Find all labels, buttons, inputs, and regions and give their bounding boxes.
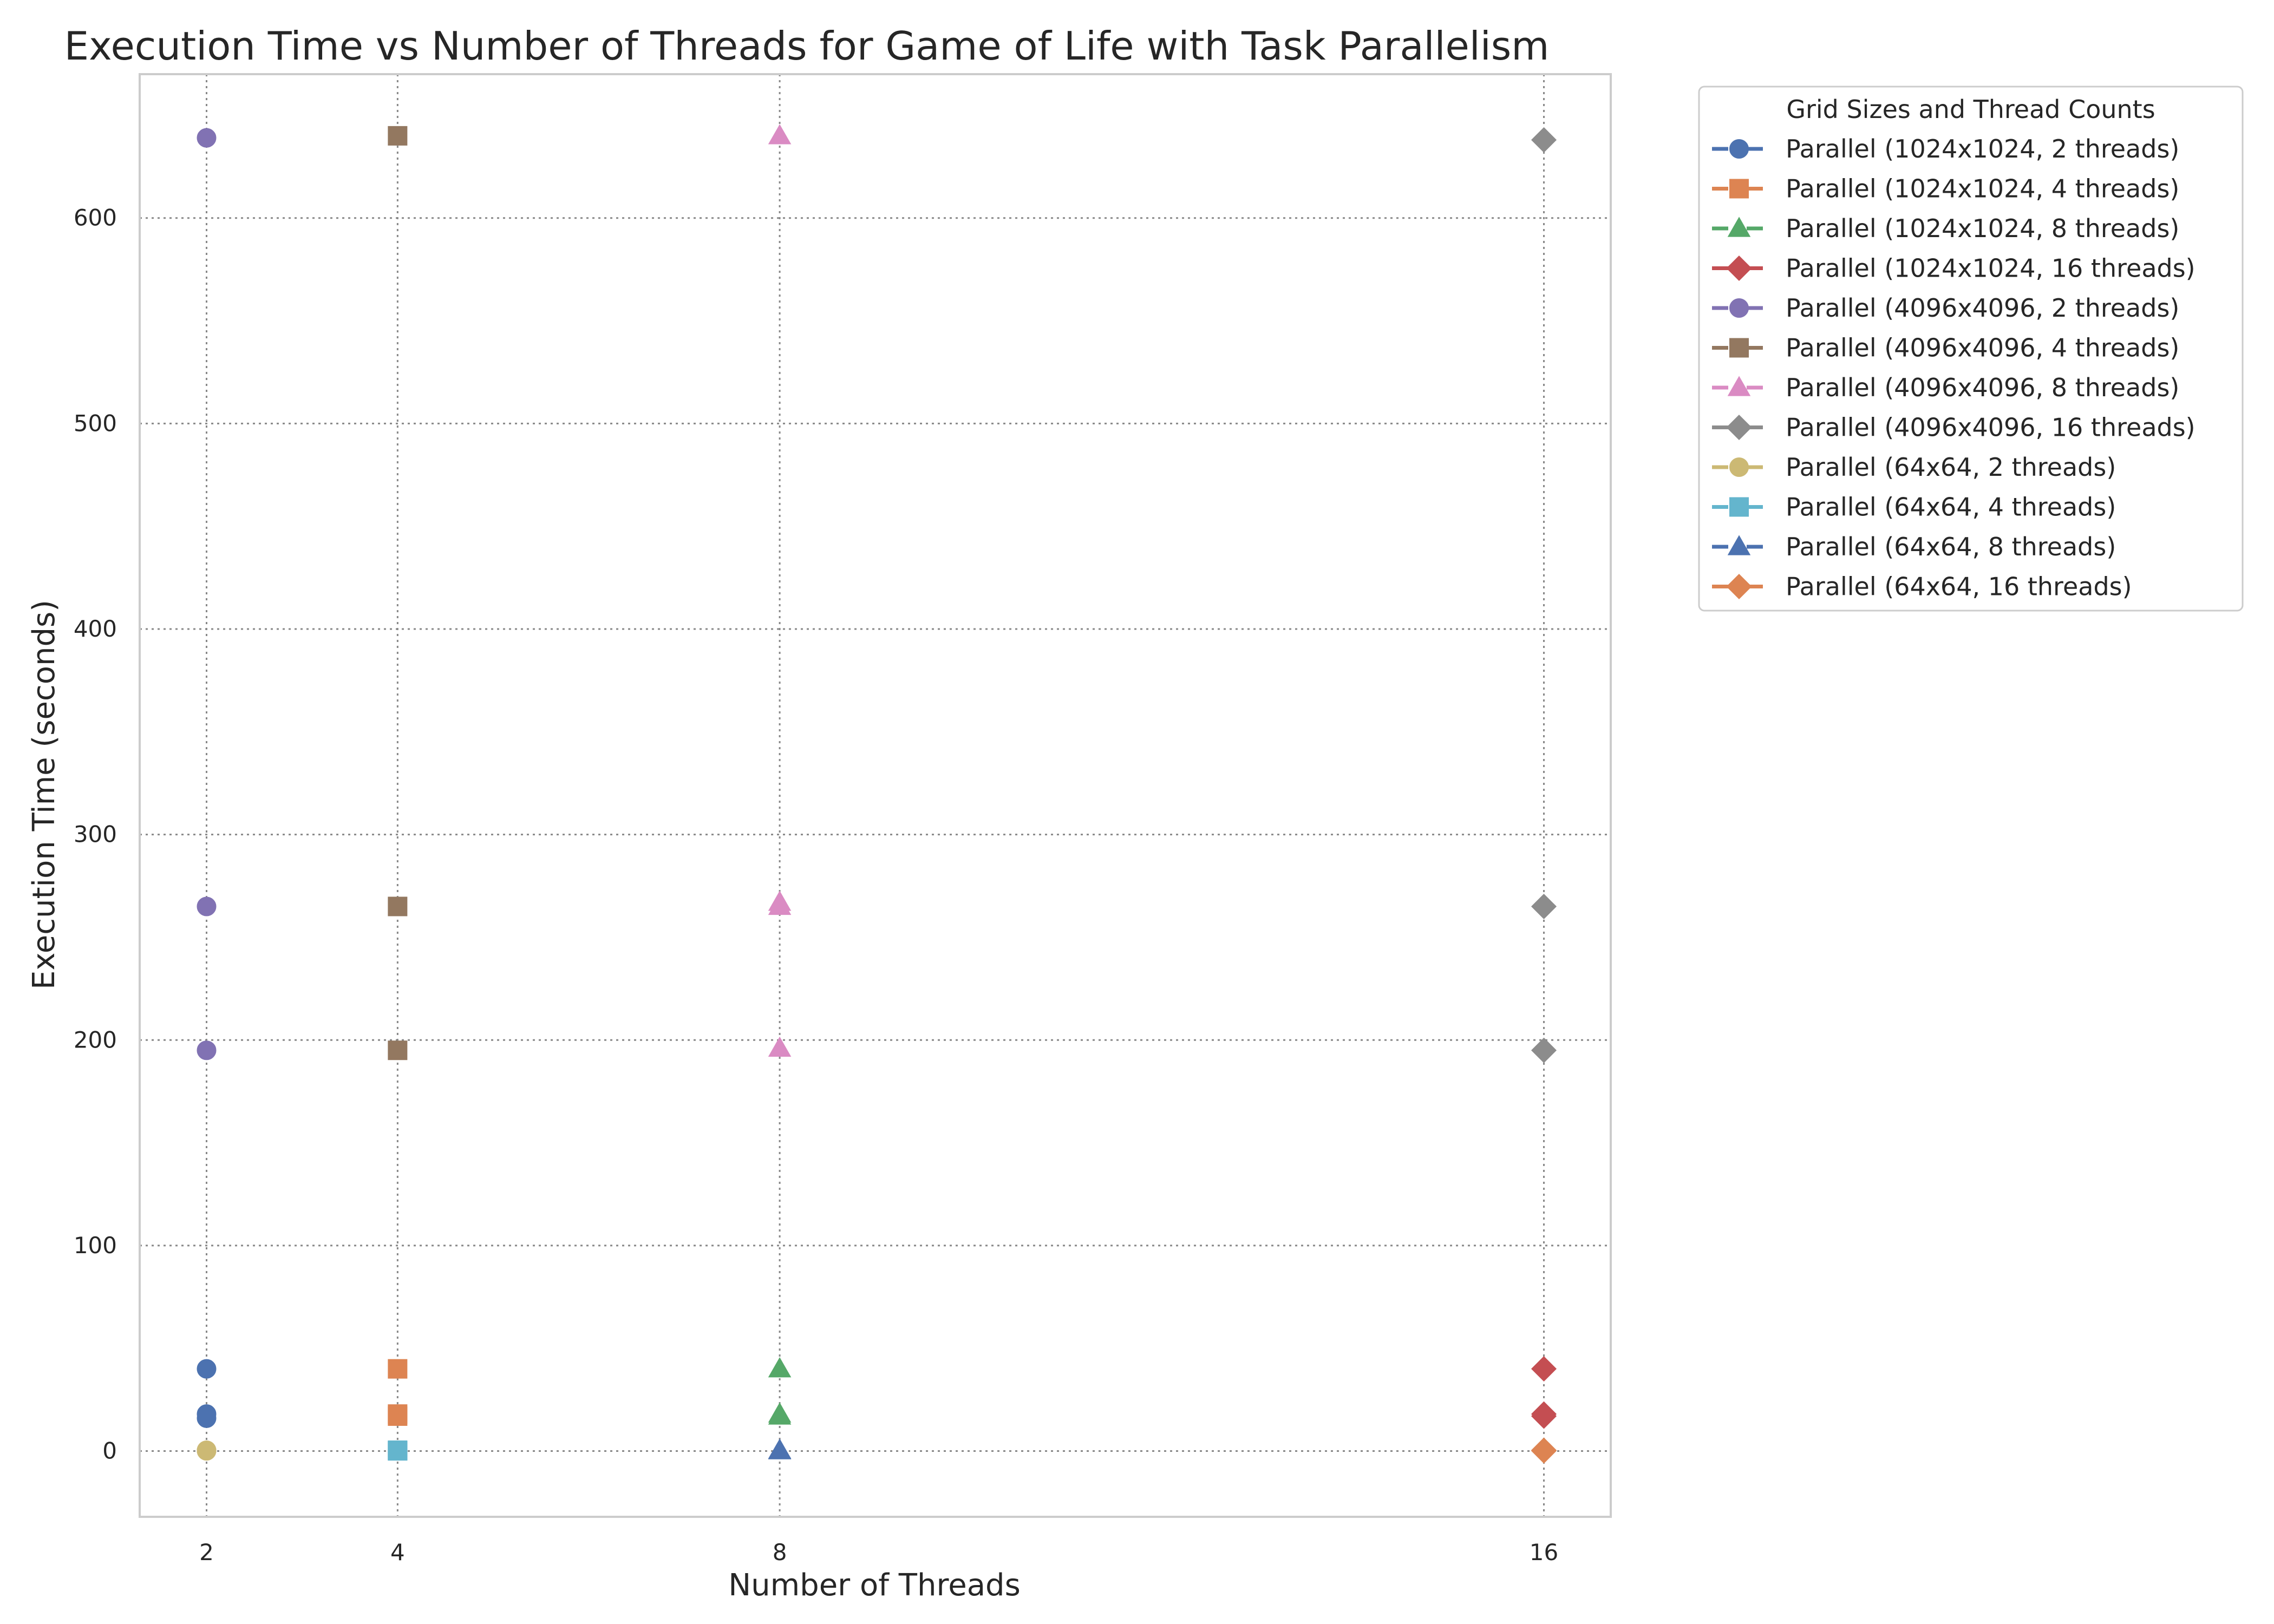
legend-title: Grid Sizes and Thread Counts [1786, 95, 2155, 124]
data-point [388, 1441, 408, 1461]
y-tick-label: 600 [74, 205, 117, 231]
data-point [388, 896, 408, 916]
legend-entry: Parallel (64x64, 4 threads) [1712, 493, 2116, 522]
legend-marker [1727, 376, 1751, 396]
data-point [388, 1359, 408, 1379]
legend-marker [1726, 255, 1752, 281]
legend-entry: Parallel (64x64, 8 threads) [1712, 532, 2116, 561]
series-1 [197, 1359, 217, 1428]
data-point [1531, 1403, 1557, 1429]
legend-marker [1729, 139, 1749, 159]
legend-marker [1727, 535, 1751, 555]
legend-entry: Parallel (64x64, 2 threads) [1712, 453, 2116, 482]
data-point [768, 1439, 792, 1459]
legend-label: Parallel (4096x4096, 16 threads) [1786, 413, 2195, 442]
legend-label: Parallel (4096x4096, 4 threads) [1786, 333, 2179, 363]
legend-entry: Parallel (1024x1024, 2 threads) [1712, 134, 2179, 163]
legend-label: Parallel (1024x1024, 16 threads) [1786, 254, 2195, 283]
data-point [388, 1406, 408, 1426]
legend-label: Parallel (1024x1024, 8 threads) [1786, 214, 2179, 243]
data-point [1531, 1438, 1557, 1464]
y-axis-label: Execution Time (seconds) [27, 600, 62, 990]
legend-entries: Parallel (1024x1024, 2 threads) Parallel … [1712, 134, 2195, 601]
tick-layer: 2 4 8 16 0 100 200 300 400 500 600 [74, 205, 1558, 1566]
data-point [1531, 893, 1557, 920]
data-point [1531, 1356, 1557, 1382]
data-point [1531, 1037, 1557, 1063]
x-tick-label: 16 [1530, 1539, 1558, 1566]
series-7 [768, 124, 792, 1057]
series-6 [388, 126, 408, 1060]
legend-label: Parallel (1024x1024, 4 threads) [1786, 174, 2179, 204]
x-tick-label: 2 [199, 1539, 214, 1566]
data-point [197, 1441, 217, 1461]
legend-entry: Parallel (1024x1024, 8 threads) [1712, 214, 2179, 243]
marker-layer [197, 124, 1557, 1464]
x-tick-label: 8 [773, 1539, 787, 1566]
legend-marker [1729, 497, 1749, 517]
series-8 [1531, 127, 1557, 1063]
legend-label: Parallel (64x64, 4 threads) [1786, 493, 2116, 522]
series-12 [1531, 1437, 1557, 1464]
legend-marker [1729, 179, 1749, 199]
data-point [768, 1404, 792, 1425]
legend-label: Parallel (64x64, 8 threads) [1786, 532, 2116, 561]
legend-entry: Parallel (64x64, 16 threads) [1712, 572, 2132, 601]
x-tick-label: 4 [390, 1539, 405, 1566]
legend-label: Parallel (4096x4096, 2 threads) [1786, 293, 2179, 323]
legend-entry: Parallel (4096x4096, 8 threads) [1712, 373, 2179, 402]
legend-marker [1727, 217, 1751, 237]
legend-label: Parallel (64x64, 16 threads) [1786, 572, 2132, 601]
data-point [768, 1357, 792, 1378]
plot-frame [139, 73, 1612, 1518]
y-tick-label: 400 [74, 615, 117, 642]
chart-title: Execution Time vs Number of Threads for … [64, 23, 1550, 69]
data-point [388, 126, 408, 146]
series-5 [197, 128, 217, 1060]
data-point [768, 1036, 792, 1057]
legend-marker [1726, 414, 1752, 441]
legend-entry: Parallel (4096x4096, 2 threads) [1712, 293, 2179, 323]
legend-marker [1729, 457, 1749, 477]
data-point [197, 896, 217, 916]
legend-marker [1729, 338, 1749, 358]
series-4 [1531, 1356, 1557, 1429]
legend-label: Parallel (1024x1024, 2 threads) [1786, 134, 2179, 163]
data-point [197, 128, 217, 148]
series-2 [388, 1359, 408, 1426]
y-tick-label: 0 [102, 1438, 117, 1464]
grid-layer [140, 74, 1611, 1517]
legend-entry: Parallel (1024x1024, 16 threads) [1712, 254, 2195, 283]
y-tick-label: 300 [74, 821, 117, 848]
legend-entry: Parallel (4096x4096, 16 threads) [1712, 413, 2195, 442]
legend-marker [1726, 573, 1752, 600]
data-point [197, 1040, 217, 1060]
legend-label: Parallel (4096x4096, 8 threads) [1786, 373, 2179, 402]
data-point [1531, 127, 1557, 153]
y-tick-label: 500 [74, 410, 117, 436]
y-tick-label: 100 [74, 1232, 117, 1259]
series-11 [768, 1438, 792, 1459]
data-point [197, 1408, 217, 1428]
data-point [197, 1359, 217, 1379]
legend-marker [1729, 298, 1749, 318]
series-10 [388, 1440, 408, 1461]
legend-entry: Parallel (4096x4096, 4 threads) [1712, 333, 2179, 363]
legend: Grid Sizes and Thread Counts Parallel (1… [1698, 86, 2244, 612]
y-tick-label: 200 [74, 1026, 117, 1053]
series-3 [768, 1357, 792, 1425]
series-9 [197, 1440, 217, 1461]
data-point [388, 1040, 408, 1060]
x-axis-label: Number of Threads [728, 1568, 1021, 1603]
data-point [768, 894, 792, 915]
legend-entry: Parallel (1024x1024, 4 threads) [1712, 174, 2179, 204]
legend-label: Parallel (64x64, 2 threads) [1786, 453, 2116, 482]
data-point [768, 124, 792, 145]
legend-box [1698, 86, 2244, 612]
